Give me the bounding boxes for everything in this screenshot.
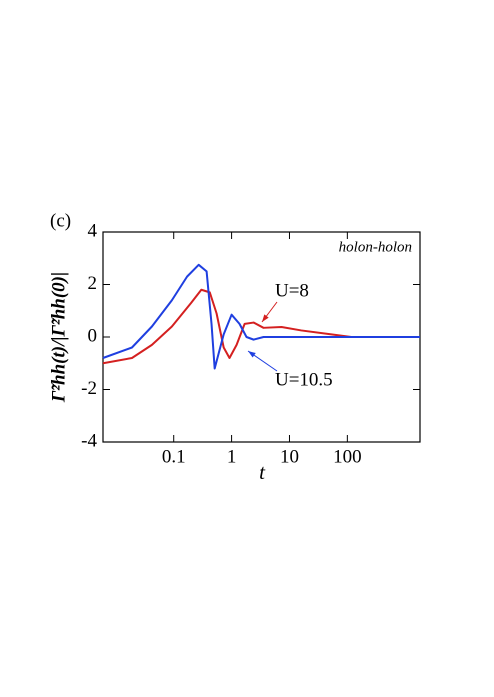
legend-label: U=8 — [275, 280, 309, 301]
legend-label: U=10.5 — [275, 369, 333, 390]
x-tick-label: 100 — [333, 446, 362, 467]
y-tick-label: 0 — [88, 325, 98, 346]
x-tick-label: 1 — [227, 446, 237, 467]
x-tick-label: 10 — [280, 446, 299, 467]
arrow-head — [248, 351, 256, 358]
data-line — [102, 288, 420, 365]
y-axis-label: Γ̃²hh(t)/|Γ̃²hh(0)| — [48, 272, 69, 403]
y-tick-label: -4 — [81, 430, 97, 451]
x-axis-label: t — [259, 460, 266, 484]
arrow-head — [262, 314, 269, 322]
x-tick-label: 0.1 — [162, 446, 186, 467]
data-line — [102, 263, 420, 370]
y-tick-label: 4 — [88, 220, 98, 241]
y-tick-label: -2 — [81, 378, 97, 399]
y-tick-label: 2 — [88, 273, 98, 294]
panel-label: (c) — [50, 210, 71, 231]
annotation: holon-holon — [339, 239, 412, 255]
